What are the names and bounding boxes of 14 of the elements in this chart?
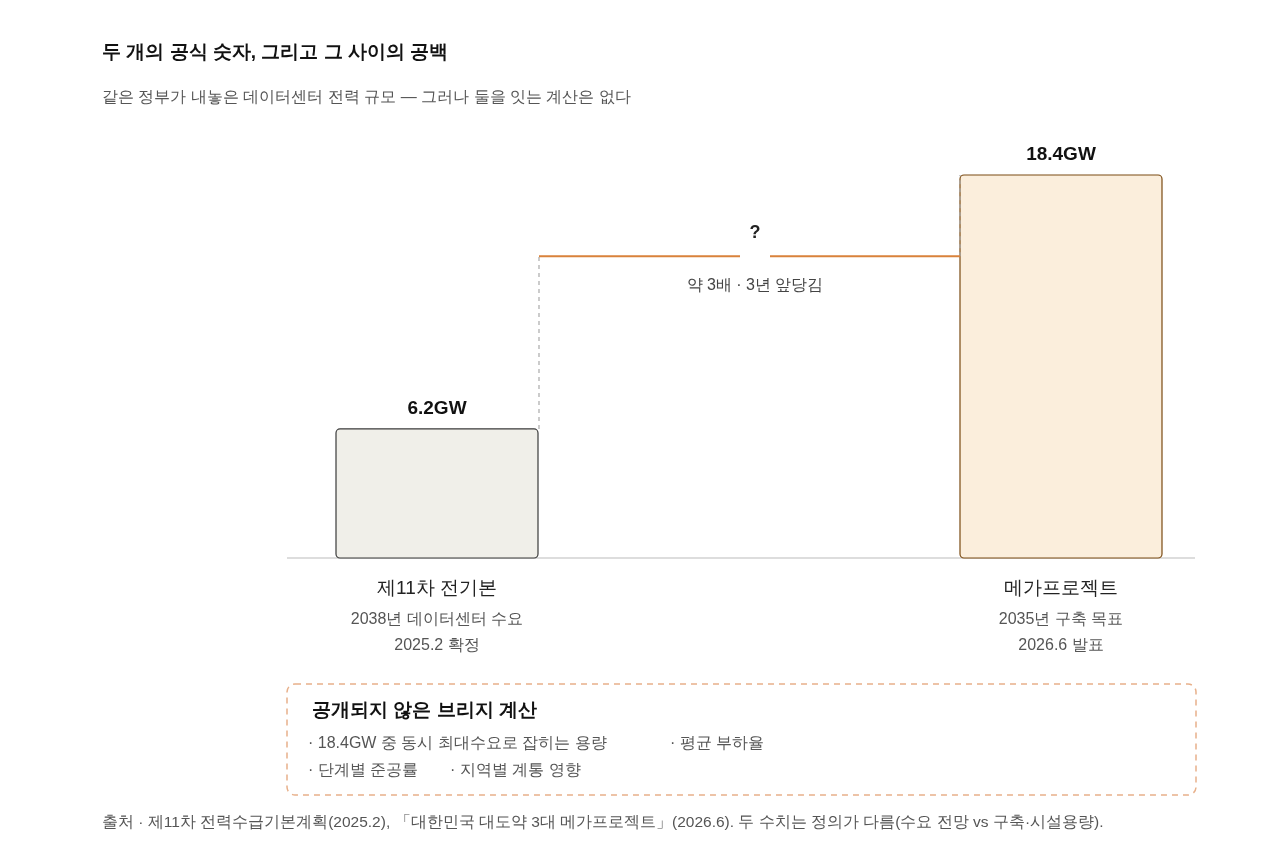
source-note: 출처 · 제11차 전력수급기본계획(2025.2), 「대한민국 대도약 3대 메가프로젝트」(2026.6). 두 수치는 정의가 다름(수요 전망 vs 구축·시설용량). (102, 813, 1104, 830)
annotation: ? (749, 222, 761, 243)
data-label: 6.2GW (407, 396, 467, 418)
chart-subtitle: 같은 정부가 내놓은 데이터센터 전력 규모 — 그러나 둘을 잇는 계산은 없다 (102, 88, 631, 105)
text: · 평균 부하율 (670, 734, 765, 751)
x-tick-label: 제11차 전기본 2038년 데이터센터 수요 2025.2 확정 (350, 577, 524, 653)
text: · 단계별 준공률 (308, 761, 419, 778)
chart-title: 두 개의 공식 숫자, 그리고 그 사이의 공백 (102, 41, 449, 62)
data-label: 18.4GW (1026, 143, 1096, 164)
text: 공개되지 않은 브리지 계산 (312, 699, 537, 720)
text: · 18.4GW 중 동시 최대수요로 잡히는 용량 (308, 734, 607, 751)
x-tick-label: 메가프로젝트 2035년 구축 목표 2026.6 발표 (998, 577, 1124, 653)
annotation: 약 3배 · 3년 앞당김 (686, 276, 824, 294)
text: · 지역별 계통 영향 (450, 761, 581, 778)
